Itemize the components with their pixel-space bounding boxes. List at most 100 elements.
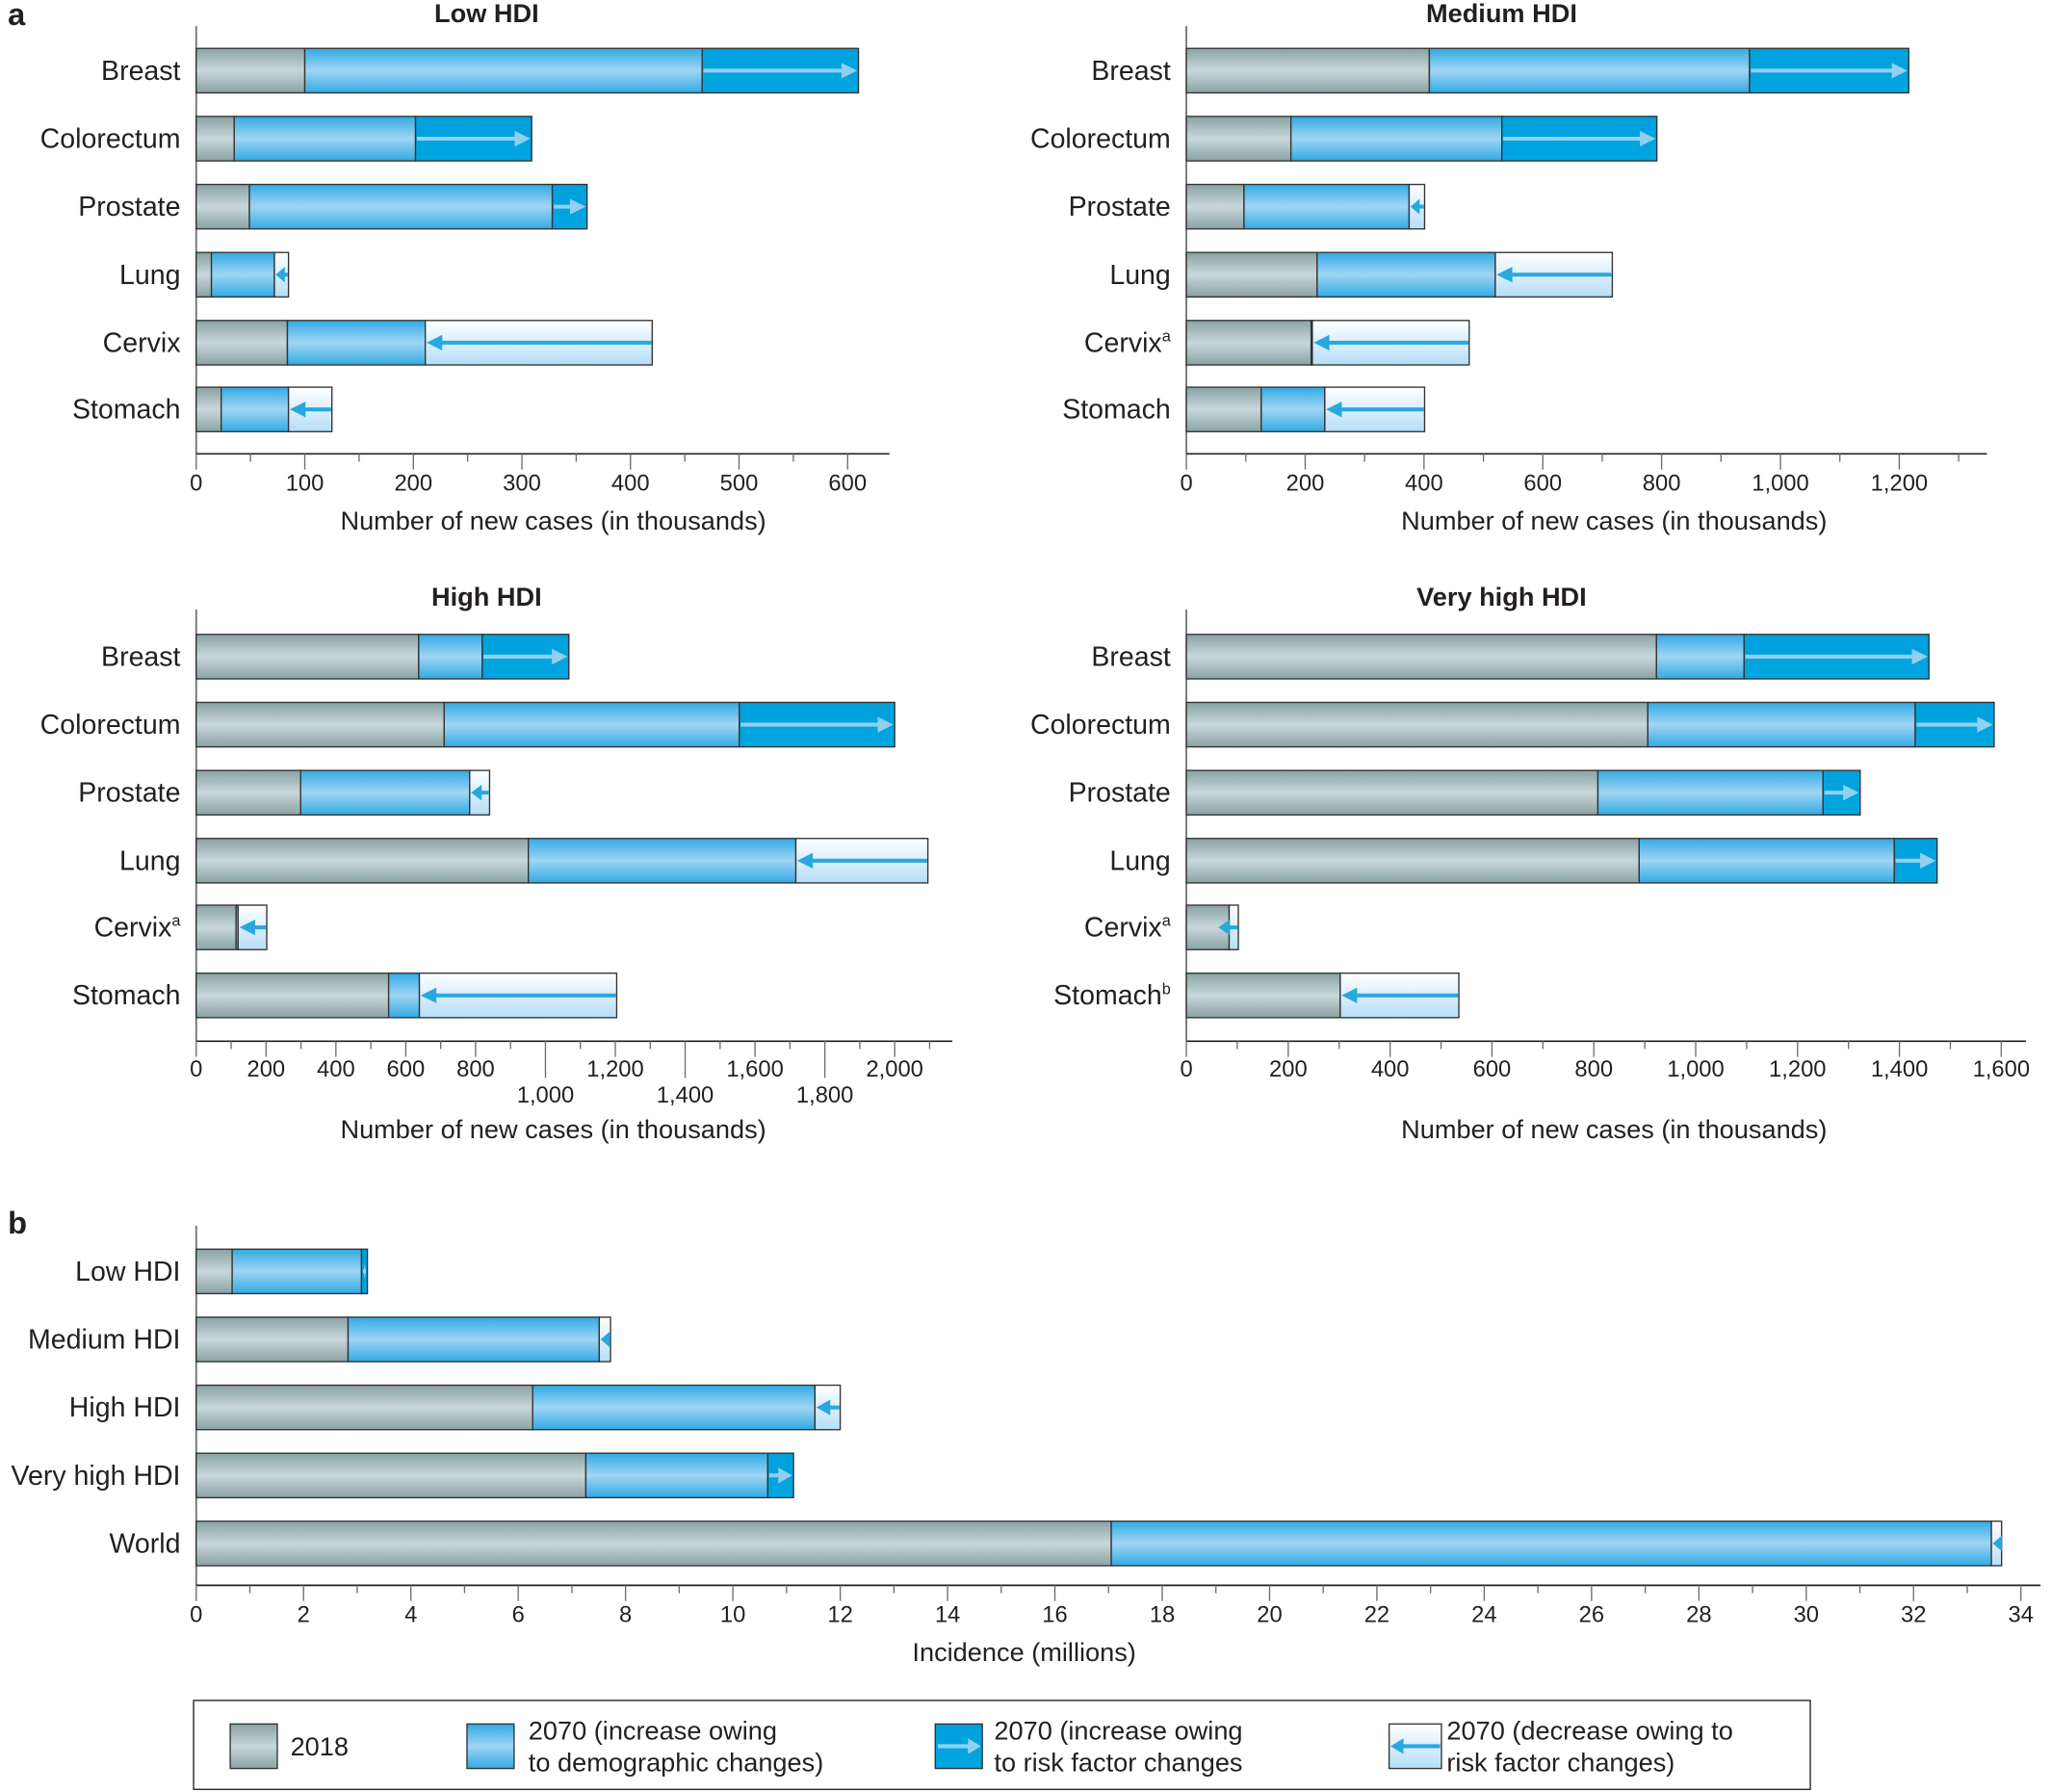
bar-segment-2018 <box>1185 769 1599 816</box>
bar-segment-demographic-increase <box>1428 47 1751 94</box>
bar-segment-2018 <box>195 183 250 230</box>
bar-row: Lung <box>119 251 290 299</box>
category-label: Prostate <box>1069 192 1171 222</box>
legend: 2018 2070 (increase owing to demographic… <box>193 1700 1811 1790</box>
x-tick-label: 12 <box>827 1601 852 1627</box>
bar-segment-demographic-increase <box>1638 838 1895 884</box>
legend-item-2018: 2018 <box>229 1723 349 1770</box>
bar-segment-demographic-increase <box>1260 386 1326 432</box>
x-tick-label: 500 <box>720 470 759 496</box>
bar-row: Lung <box>1109 251 1614 299</box>
bar-row: Lung <box>119 838 929 884</box>
category-label: Prostate <box>1069 778 1171 809</box>
arrowhead-right-icon <box>968 1738 981 1754</box>
arrowhead-left-icon <box>420 987 437 1003</box>
arrowhead-right-icon <box>841 63 858 79</box>
bar-row: Lung <box>1109 838 1938 884</box>
chart-title: Medium HDI <box>1426 0 1577 28</box>
bar-segment-demographic-increase <box>347 1316 601 1363</box>
x-tick-label: 0 <box>190 1601 202 1627</box>
legend-label-demographic-increase-line2: to demographic changes) <box>529 1747 823 1777</box>
x-tick-label: 1,000 <box>517 1082 574 1108</box>
bar-segment-demographic-increase <box>584 1452 769 1499</box>
category-label: Breast <box>1091 56 1170 87</box>
bar-row: Very high HDI <box>12 1452 794 1499</box>
x-tick-label: 0 <box>190 470 202 496</box>
x-tick-label: 0 <box>190 1056 202 1082</box>
bar-segment-2018 <box>195 116 235 162</box>
x-tick-label: 1,800 <box>796 1082 853 1108</box>
x-axis-title: Number of new cases (in thousands) <box>340 506 766 535</box>
bar-row: World <box>110 1520 2003 1567</box>
bar-row: Prostate <box>1069 183 1426 230</box>
bar-row: Medium HDI <box>28 1316 611 1363</box>
bar-row: Colorectum <box>1030 116 1658 162</box>
category-label: Lung <box>119 260 180 291</box>
bar-segment-demographic-increase <box>418 634 483 680</box>
bar-segment-demographic-increase <box>1597 769 1824 816</box>
bar-segment-2018 <box>1185 320 1312 366</box>
arrowhead-left-icon <box>1389 1738 1404 1754</box>
arrowhead-right-icon <box>514 130 531 147</box>
arrowhead-left-icon <box>1326 402 1342 418</box>
chart-title: Low HDI <box>434 0 539 28</box>
legend-swatch-demographic-increase <box>466 1723 515 1770</box>
legend-swatch-2018 <box>229 1723 278 1770</box>
x-tick-label: 1,600 <box>726 1056 783 1082</box>
bar-segment-demographic-increase <box>443 701 740 748</box>
bar-segment-2018 <box>195 972 390 1019</box>
arrowhead-right-icon <box>778 1467 792 1484</box>
bar-segment-demographic-increase <box>299 769 471 816</box>
category-label: High HDI <box>69 1392 181 1423</box>
legend-label-risk-factor-increase-line2: to risk factor changes <box>994 1747 1242 1777</box>
panel-a-letter: a <box>8 0 26 32</box>
bar-segment-2018 <box>195 1248 233 1295</box>
x-tick-label: 20 <box>1257 1601 1282 1627</box>
medium-hdi-chart: Medium HDI 0 200 400 600 800 1,000 1,200 Number … <box>1030 0 1987 535</box>
x-tick-label: 1,000 <box>1752 470 1808 496</box>
category-label: Stomach <box>1062 395 1171 426</box>
x-tick-label: 28 <box>1686 1601 1711 1627</box>
bar-segment-demographic-increase <box>286 320 427 366</box>
bar-row: Cervixa <box>1084 320 1470 366</box>
bar-segment-2018 <box>1185 47 1431 94</box>
bar-segment-2018 <box>195 769 301 816</box>
x-tick-label: 1,200 <box>1769 1056 1826 1082</box>
arrowhead-left-icon <box>1218 919 1231 936</box>
bar-segment-2018 <box>1185 183 1245 230</box>
bar-segment-demographic-increase <box>532 1384 817 1431</box>
legend-label-risk-factor-decrease-line2: risk factor changes) <box>1446 1747 1675 1777</box>
arrowhead-left-icon <box>796 852 814 869</box>
bar-segment-demographic-increase <box>210 251 275 299</box>
x-axis-title: Number of new cases (in thousands) <box>340 1114 766 1144</box>
x-tick-label: 600 <box>1473 1056 1512 1082</box>
arrowhead-left-icon <box>275 267 285 283</box>
x-tick-label: 0 <box>1180 470 1192 496</box>
bar-row: Breast <box>101 634 570 680</box>
x-tick-label: 34 <box>2009 1601 2034 1627</box>
x-tick-label: 600 <box>1523 470 1562 496</box>
x-tick-label: 6 <box>512 1601 525 1627</box>
category-label: Prostate <box>78 778 180 809</box>
category-label: Cervixa <box>1084 913 1172 944</box>
chart-title: High HDI <box>431 582 542 611</box>
x-tick-label: 800 <box>1574 1056 1613 1082</box>
category-label: Low HDI <box>75 1257 180 1287</box>
arrowhead-left-icon <box>1992 1535 2002 1552</box>
x-tick-label: 400 <box>1371 1056 1410 1082</box>
x-tick-label: 2,000 <box>866 1056 922 1082</box>
bar-row: Colorectum <box>40 701 896 748</box>
bar-segment-demographic-increase <box>1110 1520 1992 1567</box>
category-label: Breast <box>101 641 180 672</box>
x-tick-label: 18 <box>1150 1601 1175 1627</box>
category-label: Colorectum <box>40 123 181 154</box>
category-label: Stomach <box>72 395 181 426</box>
bar-segment-demographic-increase <box>231 1248 363 1295</box>
bar-segment-demographic-increase <box>1243 183 1411 230</box>
high-hdi-chart: High HDI 0 200 400 600 800 1,000 1,200 1,400 1,60… <box>40 582 952 1144</box>
category-label: World <box>110 1528 181 1559</box>
arrowhead-right-icon <box>1843 785 1859 801</box>
total-incidence-chart: 0 2 4 6 8 10 12 14 16 18 20 22 24 26 28 30 32 34Incidence… <box>12 1225 2041 1667</box>
bar-segment-demographic-increase <box>233 116 417 162</box>
legend-item-demographic-increase: 2070 (increase owing to demographic chan… <box>466 1716 823 1777</box>
